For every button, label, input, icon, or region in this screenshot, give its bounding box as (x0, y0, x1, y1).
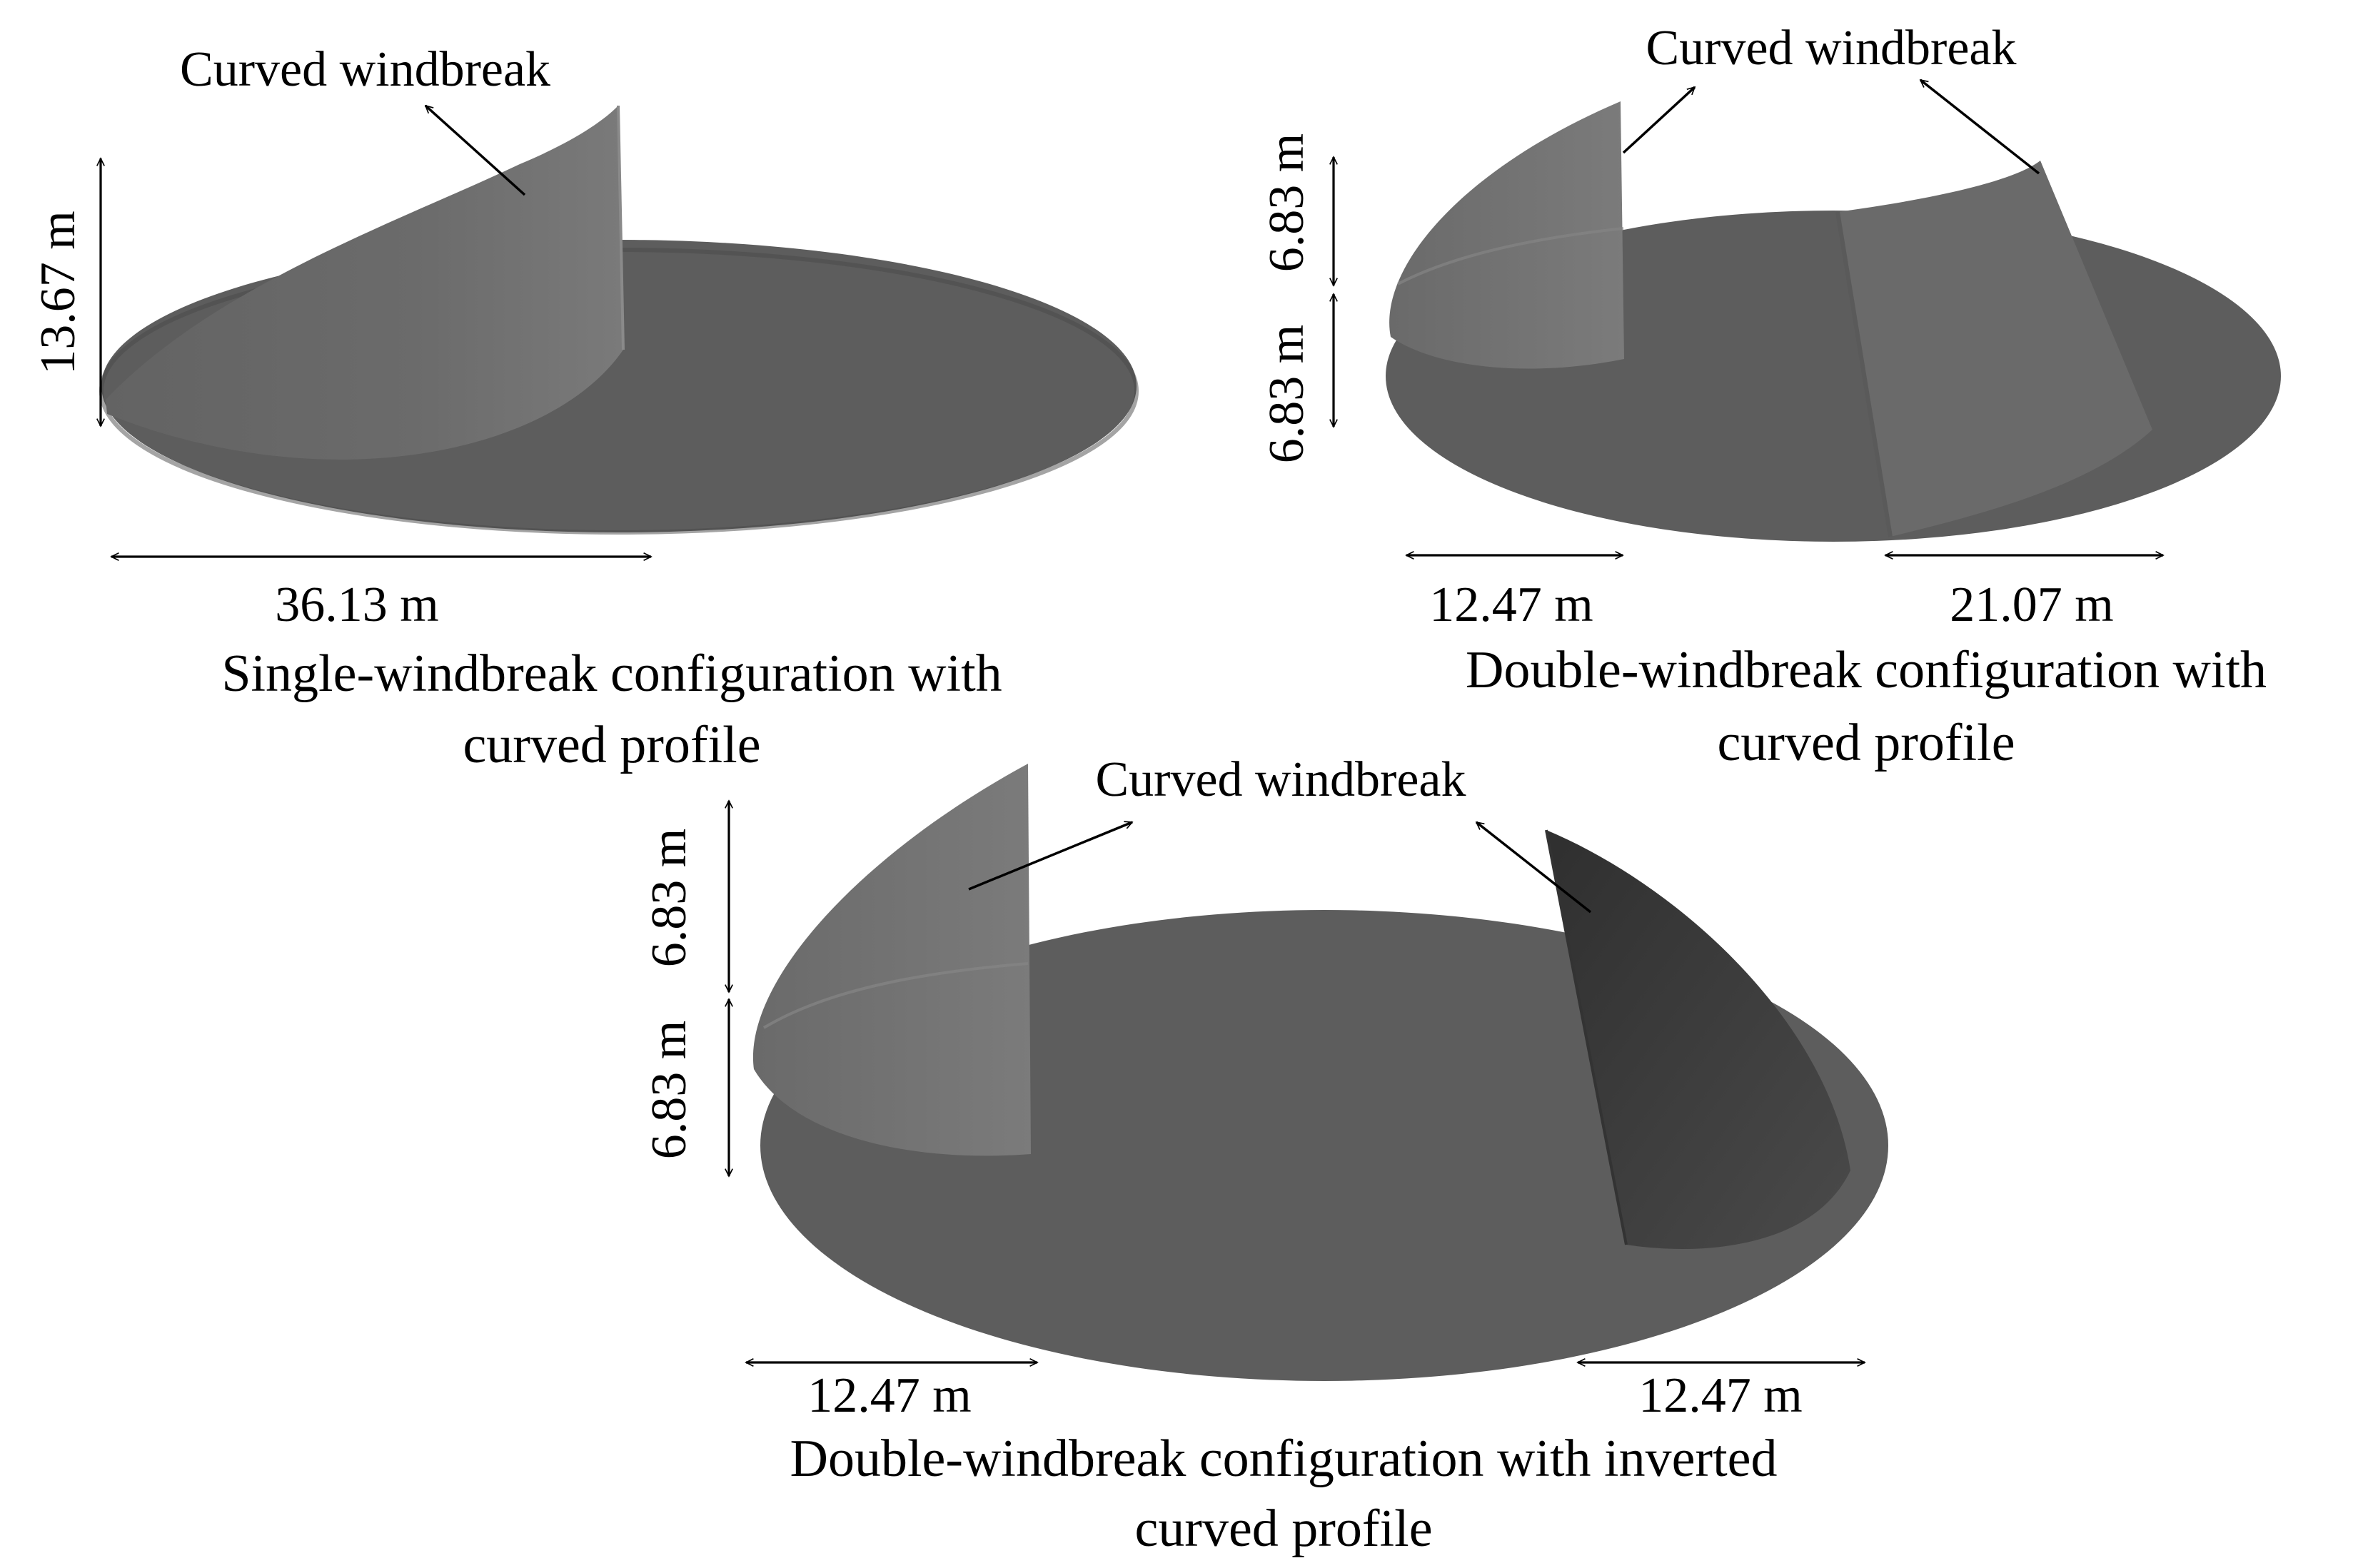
curved-windbreak-left (1389, 101, 1624, 369)
caption-line-2: curved profile (1717, 714, 2015, 772)
width-right-label: 21.07 m (1950, 577, 2113, 632)
windbreak-left-crease (762, 962, 1029, 1029)
height-label: 13.67 m (31, 211, 86, 374)
height-lower-label: 6.83 m (1259, 325, 1314, 463)
windbreak-edge (617, 105, 625, 350)
panel-single-windbreak: Curved windbreak 13.67 m 36.13 m Single-… (31, 42, 1139, 774)
panel-double-windbreak-inverted: Curved windbreak 6.83 m 6.83 m 12.47 m 1… (642, 752, 1888, 1558)
width-left-label: 12.47 m (1429, 577, 1593, 632)
width-label: 36.13 m (275, 577, 438, 632)
windbreak-label: Curved windbreak (1095, 752, 1466, 807)
width-right-label: 12.47 m (1638, 1368, 1802, 1423)
leader-line-right (1476, 821, 1592, 914)
leader-line-left (968, 822, 1132, 891)
curved-windbreak (106, 106, 623, 460)
height-upper-label: 6.83 m (1259, 133, 1314, 272)
height-lower-label: 6.83 m (642, 1021, 697, 1159)
leader-line-right (1920, 79, 2040, 175)
leader-line (425, 104, 526, 196)
curved-windbreak-right (1838, 161, 2152, 537)
caption-line-1: Single-windbreak configuration with (221, 644, 1002, 703)
windbreak-inverted-edge (1545, 829, 1628, 1245)
panel-double-windbreak: Curved windbreak 6.83 m 6.83 m 12.47 m 2… (1259, 21, 2281, 772)
curved-windbreak-left (752, 764, 1031, 1156)
windbreak-right-edge (1835, 211, 1893, 537)
width-left-label: 12.47 m (807, 1368, 971, 1423)
caption-line-2: curved profile (463, 716, 760, 774)
windbreak-left-crease (1397, 227, 1624, 285)
leader-line-left (1622, 86, 1695, 154)
caption-line-1: Double-windbreak configuration with inve… (790, 1430, 1778, 1488)
caption-line-1: Double-windbreak configuration with (1466, 641, 2267, 699)
windbreak-label: Curved windbreak (1646, 21, 2016, 76)
caption-line-2: curved profile (1134, 1499, 1432, 1558)
windbreak-label: Curved windbreak (180, 42, 550, 97)
height-upper-label: 6.83 m (642, 829, 697, 967)
curved-windbreak-inverted (1546, 830, 1850, 1250)
